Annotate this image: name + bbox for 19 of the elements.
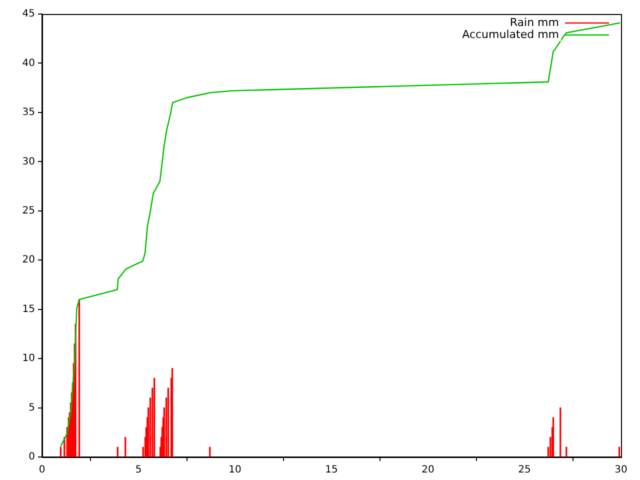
legend-label: Accumulated mm: [462, 28, 559, 41]
y-tick-label: 45: [22, 8, 35, 20]
x-tick-label: 10: [228, 464, 242, 476]
y-tick-label: 40: [22, 58, 35, 69]
x-tick-label: 0: [38, 464, 46, 476]
x-tick-label: 5: [135, 464, 142, 476]
x-tick-label: 20: [422, 464, 434, 476]
y-tick-label: 20: [22, 254, 35, 266]
y-tick-label: 30: [22, 156, 35, 168]
x-tick-label: 25: [518, 464, 531, 476]
x-tick-label: 15: [325, 464, 338, 476]
y-tick-label: 5: [28, 402, 35, 414]
y-tick-label: 25: [22, 205, 35, 216]
y-tick-label: 15: [22, 304, 35, 315]
legend-label: Rain mm: [510, 16, 559, 29]
y-tick-label: 0: [28, 452, 35, 463]
x-tick-label: 30: [614, 464, 628, 476]
y-tick-label: 35: [22, 107, 35, 118]
y-tick-label: 10: [22, 353, 35, 364]
